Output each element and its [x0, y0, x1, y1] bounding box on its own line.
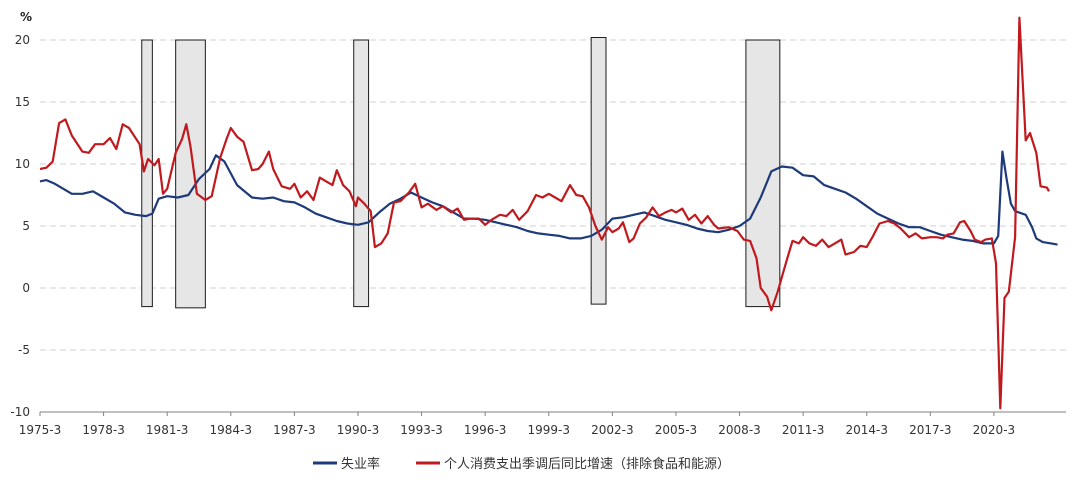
recession-boxes: [141, 37, 781, 309]
x-tick-label: 2008-3: [718, 423, 761, 437]
x-tick-label: 1990-3: [337, 423, 380, 437]
legend: 失业率 个人消费支出季调后同比增速（排除食品和能源）: [313, 456, 730, 472]
x-tick-label: 2017-3: [909, 423, 952, 437]
recession-box: [590, 37, 607, 305]
recession-box: [141, 39, 153, 308]
y-tick-label: -10: [10, 405, 30, 419]
x-tick-label: 1999-3: [528, 423, 571, 437]
series-lines: [39, 16, 1058, 410]
unemployment-rate-line: [39, 150, 1058, 246]
x-tick-label: 2002-3: [591, 423, 634, 437]
y-tick-label: 20: [15, 33, 30, 47]
y-tick-label: -5: [18, 343, 30, 357]
x-tick-label: 1987-3: [273, 423, 316, 437]
x-tick-label: 1975-3: [19, 423, 62, 437]
y-tick-label: 5: [22, 219, 30, 233]
recession-box: [175, 39, 206, 309]
x-tick-label: 2014-3: [845, 423, 888, 437]
x-tick-label: 2020-3: [973, 423, 1016, 437]
x-tick-label: 2005-3: [655, 423, 698, 437]
y-axis-ticks: 20 15 10 5 0 -5 -10: [10, 33, 30, 419]
x-axis-ticks: 1975-3 1978-3 1981-3 1984-3 1987-3 1990-3 1993…: [19, 412, 1015, 437]
recession-box: [353, 39, 370, 308]
y-tick-label: 10: [15, 157, 30, 171]
y-tick-label: 15: [15, 95, 30, 109]
core-pce-growth-line: [39, 16, 1050, 410]
x-tick-label: 1996-3: [464, 423, 507, 437]
legend-label: 失业率: [341, 456, 380, 472]
recession-box: [745, 39, 781, 308]
y-axis-unit: %: [20, 10, 32, 24]
legend-item-core-pce: 个人消费支出季调后同比增速（排除食品和能源）: [416, 456, 730, 472]
x-tick-label: 2011-3: [782, 423, 825, 437]
y-tick-label: 0: [22, 281, 30, 295]
x-tick-label: 1981-3: [146, 423, 189, 437]
x-tick-label: 1978-3: [82, 423, 125, 437]
x-tick-label: 1993-3: [400, 423, 443, 437]
x-tick-label: 1984-3: [210, 423, 253, 437]
legend-label: 个人消费支出季调后同比增速（排除食品和能源）: [444, 456, 730, 472]
legend-item-unemployment: 失业率: [313, 456, 380, 472]
